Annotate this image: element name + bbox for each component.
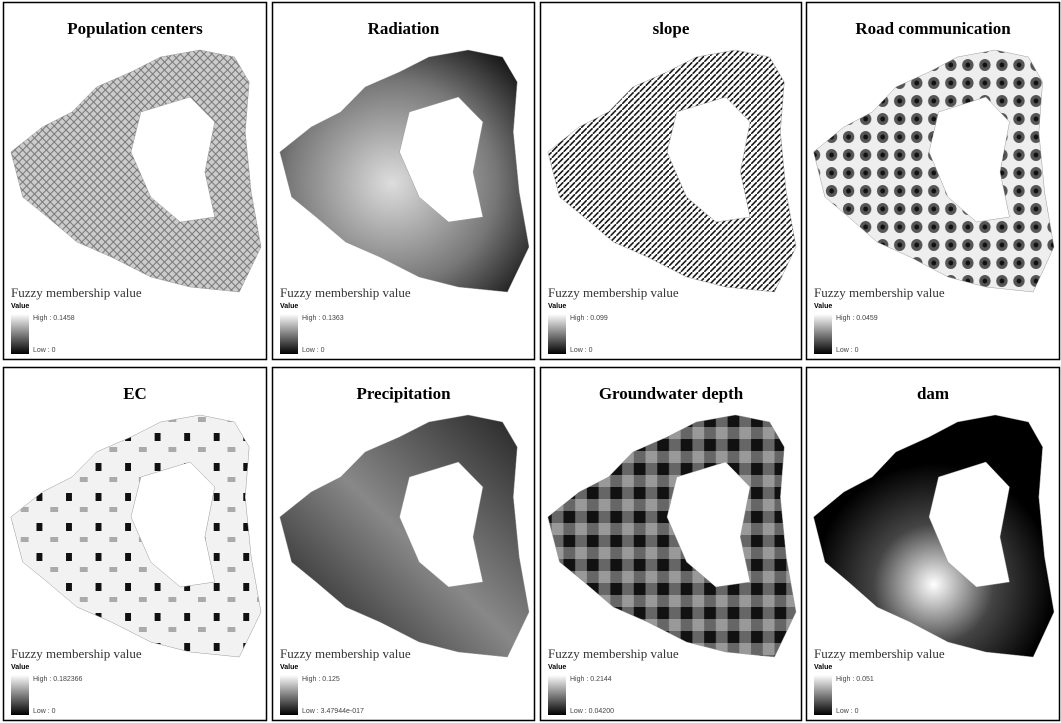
panel-title: Radiation [368, 19, 440, 38]
legend-high: High : 0.182366 [33, 676, 83, 683]
legend-high: High : 0.0459 [836, 315, 878, 322]
legend-low: Low : 0 [302, 347, 325, 354]
legend-field: Value [11, 303, 29, 310]
legend-low: Low : 0 [836, 708, 859, 715]
legend-field: Value [11, 664, 29, 671]
legend-low: Low : 0.04200 [570, 708, 614, 715]
legend-high: High : 0.1363 [302, 315, 344, 322]
legend-title: Fuzzy membership value [280, 285, 411, 300]
legend-high: High : 0.1458 [33, 315, 75, 322]
panel-title: EC [123, 384, 147, 403]
legend-field: Value [814, 303, 832, 310]
panel-title: Precipitation [356, 384, 451, 403]
panel-title: Road communication [855, 19, 1011, 38]
legend-field: Value [280, 664, 298, 671]
map-panel: slope Fuzzy membership value Value High : 0… [541, 3, 802, 360]
map-panel: Radiation Fuzzy membership value Value High… [273, 3, 535, 360]
legend-ramp [548, 675, 566, 715]
panel-title: Groundwater depth [599, 384, 744, 403]
legend-title: Fuzzy membership value [11, 285, 142, 300]
legend-ramp [11, 314, 29, 354]
panel-title: Population centers [67, 19, 203, 38]
legend-field: Value [814, 664, 832, 671]
legend-high: High : 0.051 [836, 676, 874, 683]
legend-title: Fuzzy membership value [814, 285, 945, 300]
legend-field: Value [548, 303, 566, 310]
legend-high: High : 0.2144 [570, 676, 612, 683]
map-grid: Population centers Fuzzy membership value… [0, 0, 1061, 723]
legend-low: Low : 0 [33, 347, 56, 354]
legend-high: High : 0.099 [570, 315, 608, 322]
legend-ramp [814, 675, 832, 715]
legend-ramp [280, 675, 298, 715]
legend-title: Fuzzy membership value [814, 646, 945, 661]
panel-title: slope [653, 19, 690, 38]
map-panel: Population centers Fuzzy membership value… [4, 3, 267, 360]
map-panel: EC Fuzzy membership value Value High : 0.18… [4, 368, 267, 721]
legend-ramp [814, 314, 832, 354]
map-panel: Road communication Fuzzy membership value… [807, 3, 1060, 360]
map-panel: Groundwater depth Fuzzy membership value V… [541, 368, 802, 721]
legend-low: Low : 0 [570, 347, 593, 354]
legend-low: Low : 0 [33, 708, 56, 715]
legend-ramp [11, 675, 29, 715]
map-panel: dam Fuzzy membership value Value High : 0.0… [807, 368, 1060, 721]
legend-ramp [548, 314, 566, 354]
legend-low: Low : 0 [836, 347, 859, 354]
legend-low: Low : 3.47944e-017 [302, 708, 364, 715]
legend-field: Value [280, 303, 298, 310]
legend-high: High : 0.125 [302, 676, 340, 683]
legend-title: Fuzzy membership value [11, 646, 142, 661]
legend-ramp [280, 314, 298, 354]
legend-title: Fuzzy membership value [548, 646, 679, 661]
map-panel: Precipitation Fuzzy membership value Value… [273, 368, 535, 721]
legend-title: Fuzzy membership value [548, 285, 679, 300]
legend-field: Value [548, 664, 566, 671]
figure: Population centers Fuzzy membership value… [0, 0, 1061, 723]
legend-title: Fuzzy membership value [280, 646, 411, 661]
panel-title: dam [917, 384, 949, 403]
